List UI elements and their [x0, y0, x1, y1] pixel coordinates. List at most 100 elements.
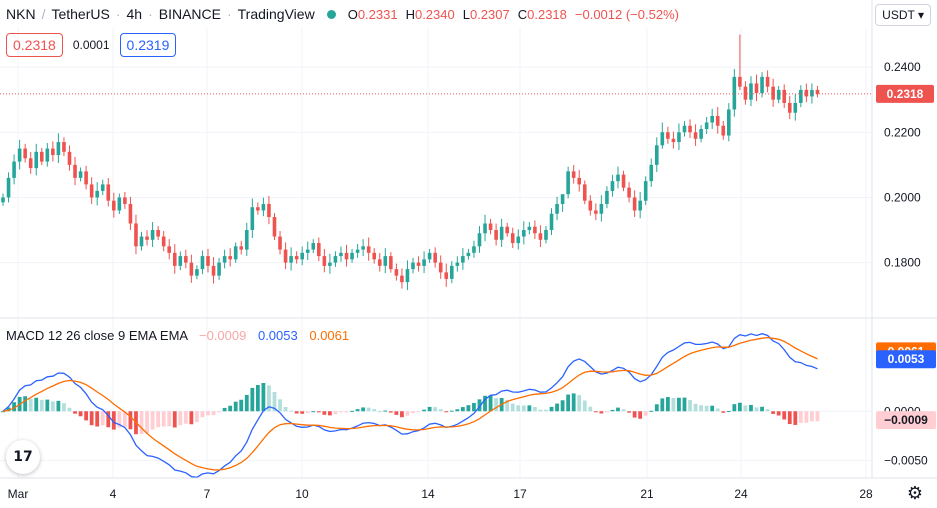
hist-value-label: −0.0009	[884, 413, 928, 427]
macd-histogram-bar	[787, 411, 792, 425]
candle-body	[256, 207, 260, 211]
candle-body	[416, 262, 421, 266]
macd-value-label: 0.0053	[888, 352, 925, 366]
candle-body	[588, 200, 593, 211]
macd-histogram-bar	[793, 411, 798, 425]
macd-histogram-bar	[344, 411, 349, 413]
macd-histogram-bar	[699, 405, 704, 412]
macd-histogram-bar	[405, 411, 410, 416]
interval-label[interactable]: 4h	[126, 6, 143, 22]
macd-histogram-bar	[122, 411, 127, 427]
buy-button[interactable]: 0.2319	[119, 33, 177, 57]
candle-body	[505, 226, 509, 234]
candle-body	[688, 125, 692, 133]
time-tick-label: 28	[859, 487, 873, 501]
candle-body	[272, 216, 277, 237]
macd-line	[2, 333, 818, 478]
macd-histogram-bar	[200, 411, 205, 418]
candle-body	[189, 262, 194, 276]
macd-histogram-bar	[316, 411, 321, 413]
time-tick-label: 24	[734, 487, 748, 501]
candle-body	[250, 207, 255, 231]
currency-dropdown[interactable]: USDT ▾	[875, 4, 931, 26]
candle-body	[1, 197, 5, 203]
macd-legend: MACD 12 26 close 9 EMA EMA −0.0009 0.005…	[6, 328, 349, 343]
macd-histogram-bar	[632, 411, 637, 418]
macd-histogram-bar	[660, 398, 665, 412]
macd-histogram-bar	[605, 411, 609, 413]
last-price-label: 0.2318	[887, 87, 924, 101]
candle-body	[560, 194, 565, 204]
candle-body	[654, 145, 659, 165]
candle-body	[39, 151, 44, 162]
hist-value-badge	[876, 411, 936, 430]
macd-histogram-bar	[250, 387, 255, 412]
tradingview-logo-icon[interactable]: 17	[6, 440, 40, 474]
macd-histogram-bar	[510, 403, 515, 412]
macd-histogram-bar	[416, 411, 421, 413]
candle-body	[366, 246, 371, 253]
macd-histogram-bar	[566, 394, 571, 412]
candle-body	[682, 125, 687, 133]
macd-histogram-bar	[267, 385, 271, 412]
candle-body	[544, 230, 548, 240]
candle-body	[178, 256, 183, 266]
candle-body	[278, 236, 282, 250]
candle-body	[289, 256, 293, 263]
macd-histogram-bar	[34, 397, 39, 412]
candle-body	[211, 265, 216, 276]
candle-body	[84, 171, 88, 185]
macd-histogram-bar	[494, 398, 499, 412]
candle-body	[394, 269, 399, 276]
candle-body	[339, 252, 343, 257]
candle-body	[610, 181, 615, 191]
macd-histogram-bar	[810, 411, 814, 422]
macd-histogram-bar	[422, 409, 426, 412]
candle-body	[267, 203, 271, 217]
macd-histogram-bar	[804, 411, 809, 423]
candle-body	[727, 109, 731, 136]
candle-body	[621, 174, 626, 188]
macd-histogram-bar	[73, 411, 77, 414]
macd-histogram-bar	[521, 405, 526, 412]
ohlc-high: H0.2340	[405, 6, 455, 22]
macd-value-badge	[876, 350, 936, 369]
candle-body	[782, 89, 787, 103]
candle-body	[771, 86, 775, 100]
sell-button[interactable]: 0.2318	[6, 33, 63, 57]
candle-body	[283, 249, 288, 263]
macd-histogram-bar	[106, 411, 111, 428]
time-tick-label: Mar	[8, 487, 29, 501]
macd-histogram-bar	[327, 411, 332, 416]
macd-histogram-bar	[771, 411, 776, 414]
macd-histogram-bar	[743, 405, 748, 412]
macd-title[interactable]: MACD 12 26 close 9 EMA EMA	[6, 328, 188, 343]
macd-histogram-bar	[62, 403, 66, 412]
candle-body	[400, 275, 404, 283]
candle-body	[56, 142, 61, 156]
candle-body	[344, 252, 349, 260]
candle-body	[311, 243, 316, 250]
macd-histogram-bar	[305, 411, 310, 414]
gear-icon[interactable]: ⚙	[906, 483, 923, 504]
candle-body	[305, 249, 310, 253]
macd-histogram-bar	[749, 404, 753, 412]
macd-histogram-bar	[150, 411, 155, 430]
candle-body	[51, 148, 55, 156]
symbol-name[interactable]: NKN	[6, 6, 36, 22]
time-tick-label: 21	[640, 487, 654, 501]
ohlc-close: C0.2318	[517, 6, 567, 22]
macd-histogram-bar	[671, 397, 676, 412]
macd-histogram-bar	[477, 399, 482, 412]
macd-histogram-bar	[737, 402, 742, 412]
candle-body	[483, 223, 487, 234]
macd-histogram-bar	[100, 411, 105, 426]
price-tick-label: 0.2400	[884, 60, 921, 74]
macd-histogram-bar	[665, 397, 670, 412]
candle-body	[721, 125, 726, 136]
candle-body	[28, 158, 33, 169]
candle-body	[538, 233, 543, 240]
candle-body	[815, 89, 820, 94]
candle-body	[627, 187, 631, 198]
